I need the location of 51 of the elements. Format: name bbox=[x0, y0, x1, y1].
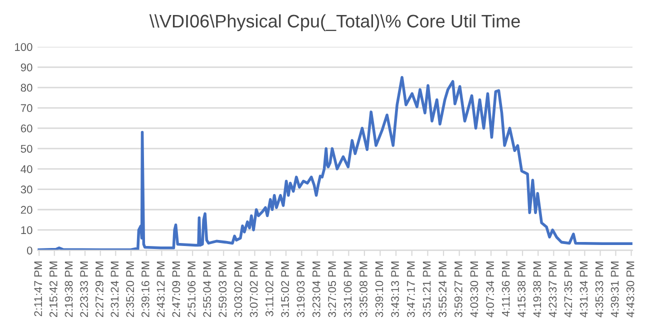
x-tick-label: 4:11:36 PM bbox=[502, 262, 510, 316]
x-tick-label: 4:03:30 PM bbox=[470, 262, 478, 318]
x-tick-label: 3:11:02 PM bbox=[265, 262, 274, 316]
x-tick-label: 2:31:24 PM bbox=[110, 262, 119, 318]
x-tick-label: 2:55:04 PM bbox=[203, 262, 212, 318]
y-tick-label: 60 bbox=[20, 124, 32, 132]
x-tick-label: 2:59:03 PM bbox=[218, 262, 227, 318]
x-tick-label: 3:15:02 PM bbox=[281, 262, 289, 318]
x-tick-label: 3:51:21 PM bbox=[422, 262, 431, 318]
x-tick-label: 4:23:37 PM bbox=[548, 262, 557, 318]
x-tick-label: 3:23:04 PM bbox=[312, 262, 320, 318]
x-tick-label: 3:35:08 PM bbox=[360, 262, 368, 318]
x-tick-label: 4:07:34 PM bbox=[486, 262, 494, 318]
x-tick-label: 3:31:06 PM bbox=[344, 262, 352, 318]
x-tick-label: 3:27:05 PM bbox=[328, 262, 336, 318]
chart-title: \\VDI06\Physical Cpu(_Total)\% Core Util Time bbox=[149, 14, 520, 32]
y-tick-label: 50 bbox=[20, 144, 32, 153]
y-tick-label: 10 bbox=[21, 226, 32, 234]
x-tick-label: 2:35:20 PM bbox=[126, 262, 134, 318]
x-tick-label: 3:19:03 PM bbox=[296, 262, 305, 318]
x-tick-label: 3:39:10 PM bbox=[375, 262, 384, 318]
x-tick-label: 2:27:29 PM bbox=[95, 262, 104, 318]
y-tick-label: 90 bbox=[20, 63, 32, 72]
y-tick-label: 0 bbox=[26, 246, 32, 254]
x-tick-label: 4:15:38 PM bbox=[518, 262, 526, 318]
x-tick-label: 2:47:09 PM bbox=[172, 262, 180, 318]
x-tick-label: 3:03:02 PM bbox=[234, 262, 242, 318]
y-tick-label: 70 bbox=[20, 104, 32, 112]
y-tick-label: 20 bbox=[20, 206, 32, 214]
y-tick-label: 40 bbox=[20, 165, 32, 174]
x-tick-label: 4:19:38 PM bbox=[533, 262, 542, 318]
x-tick-label: 2:11:47 PM bbox=[34, 262, 42, 316]
x-tick-label: 2:15:42 PM bbox=[49, 262, 58, 318]
x-tick-label: 3:07:02 PM bbox=[250, 262, 258, 318]
x-tick-label: 4:35:33 PM bbox=[595, 262, 604, 318]
x-tick-label: 2:51:06 PM bbox=[188, 262, 196, 318]
x-tick-label: 4:27:35 PM bbox=[564, 262, 572, 318]
x-tick-label: 2:43:12 PM bbox=[156, 262, 165, 318]
y-tick-label: 30 bbox=[20, 186, 32, 194]
x-tick-label: 3:47:17 PM bbox=[406, 262, 415, 318]
x-tick-label: 4:43:30 PM bbox=[626, 262, 634, 318]
x-tick-label: 3:55:24 PM bbox=[438, 262, 447, 318]
x-tick-label: 3:59:27 PM bbox=[454, 262, 462, 318]
y-tick-label: 80 bbox=[20, 84, 32, 92]
x-tick-label: 2:39:16 PM bbox=[141, 262, 150, 318]
x-tick-label: 4:39:31 PM bbox=[610, 262, 619, 318]
x-tick-label: 3:43:13 PM bbox=[391, 262, 399, 318]
y-tick-label: 100 bbox=[15, 43, 32, 51]
x-tick-label: 2:19:38 PM bbox=[64, 262, 73, 318]
x-tick-label: 2:23:33 PM bbox=[80, 262, 88, 318]
x-tick-label: 4:31:34 PM bbox=[580, 262, 588, 318]
